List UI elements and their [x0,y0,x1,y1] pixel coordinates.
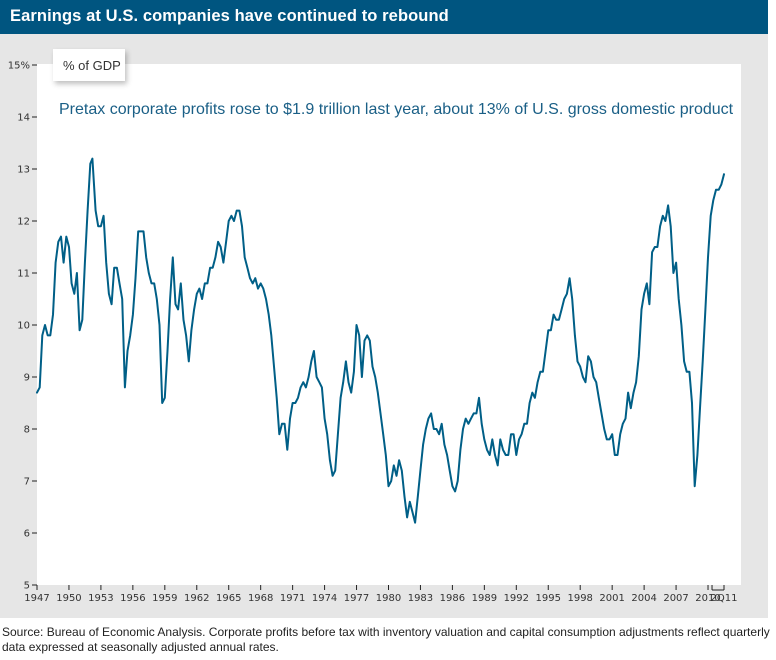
x-tick-label: 2001 [599,593,624,604]
series-layer [36,157,725,524]
x-tick-label: 2004 [631,593,656,604]
x-axis: 1947 1950 1953 1956 1959 1962 1965 1968 1971 1974… [24,585,737,604]
chart-title: Earnings at U.S. companies have continue… [10,7,449,25]
y-tick-label: 12 [17,217,30,228]
x-tick-label: 1989 [472,593,497,604]
x-tick-label: 1980 [376,593,401,604]
y-tick-label: 8 [24,425,30,436]
series-line [36,157,725,524]
y-tick-label: 11 [17,269,30,280]
source-note: Source: Bureau of Economic Analysis. Cor… [2,625,770,654]
unit-label-box: % of GDP [53,49,125,81]
y-tick-label: 6 [24,529,30,540]
y-tick-label: 7 [24,477,30,488]
x-tick-label: 1959 [152,593,177,604]
x-tick-label: 2Q11 [711,593,738,604]
y-tick-label: 14 [17,113,30,124]
unit-label: % of GDP [63,58,121,73]
y-tick-label: 13 [17,165,30,176]
chart-subtitle: Pretax corporate profits rose to $1.9 tr… [59,101,734,118]
x-tick-label: 1947 [24,593,49,604]
x-tick-label: 1962 [184,593,209,604]
x-tick-label: 1992 [504,593,529,604]
y-tick-label: 5 [24,581,30,592]
x-tick-label: 1986 [440,593,465,604]
x-tick-label: 2010 [695,593,720,604]
x-tick-label: 1977 [344,593,369,604]
y-tick-label: 9 [24,373,30,384]
y-tick-label: 10 [17,321,30,332]
plot-area [37,64,741,585]
x-tick-label: 1956 [120,593,145,604]
chart-header: Earnings at U.S. companies have continue… [0,0,768,34]
x-tick-label: 1995 [536,593,561,604]
x-tick-label: 1953 [88,593,113,604]
y-tick-label: 15% [8,61,30,72]
x-tick-label: 2007 [663,593,688,604]
x-tick-label: 1965 [216,593,241,604]
x-tick-label: 1998 [567,593,592,604]
x-tick-label: 1971 [280,593,305,604]
x-tick-label: 1968 [248,593,273,604]
x-tick-label: 1983 [408,593,433,604]
x-tick-label: 1950 [56,593,81,604]
x-tick-label: 1974 [312,593,337,604]
y-axis: 5 6 7 8 9 10 11 12 13 14 15% [8,61,37,592]
